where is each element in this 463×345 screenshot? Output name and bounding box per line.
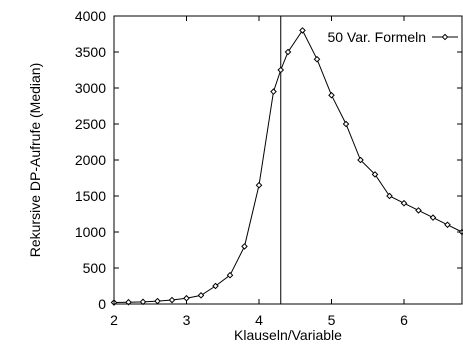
data-point bbox=[284, 48, 292, 56]
y-tick-label: 3000 bbox=[75, 80, 106, 96]
series-layer bbox=[110, 27, 463, 306]
data-point bbox=[226, 271, 234, 279]
data-point bbox=[212, 282, 219, 290]
plot-frame bbox=[113, 15, 463, 305]
y-tick-label: 500 bbox=[83, 260, 107, 276]
x-tick-label: 5 bbox=[328, 312, 336, 328]
data-point bbox=[386, 192, 393, 200]
x-tick-label: 4 bbox=[255, 312, 263, 328]
data-point bbox=[270, 88, 277, 95]
y-tick-label: 2000 bbox=[75, 152, 106, 168]
data-point bbox=[400, 199, 408, 207]
y-tick-marks bbox=[114, 15, 462, 305]
data-point bbox=[183, 294, 190, 302]
y-tick-label: 3500 bbox=[75, 44, 106, 60]
y-tick-label: 1000 bbox=[75, 224, 106, 240]
data-point bbox=[313, 55, 321, 63]
legend: 50 Var. Formeln bbox=[327, 29, 458, 45]
y-tick-label: 0 bbox=[98, 296, 106, 312]
y-tick-labels: 0 500 1000 1500 2000 2500 3000 3500 4000 bbox=[75, 8, 106, 312]
data-point bbox=[371, 171, 379, 178]
data-point bbox=[444, 221, 451, 229]
x-tick-label: 2 bbox=[110, 312, 118, 328]
data-point bbox=[154, 297, 161, 305]
data-point bbox=[415, 207, 422, 214]
y-tick-label: 1500 bbox=[75, 188, 106, 204]
data-point bbox=[342, 120, 350, 128]
legend-marker bbox=[441, 33, 449, 41]
series-line bbox=[113, 29, 463, 304]
x-tick-labels: 2 3 4 5 6 bbox=[110, 312, 408, 328]
y-tick-label: 2500 bbox=[75, 116, 106, 132]
x-axis-label: Klauseln/Variable bbox=[234, 327, 342, 343]
data-point bbox=[241, 243, 248, 250]
data-point bbox=[429, 214, 437, 221]
data-point bbox=[168, 296, 176, 304]
data-point bbox=[197, 292, 205, 299]
data-point bbox=[277, 66, 285, 74]
data-point bbox=[299, 27, 306, 34]
x-tick-label: 3 bbox=[183, 312, 191, 328]
data-point bbox=[357, 156, 364, 164]
y-axis-label: Rekursive DP-Aufrufe (Median) bbox=[27, 63, 43, 258]
y-tick-label: 4000 bbox=[75, 8, 106, 24]
data-point bbox=[255, 181, 263, 189]
data-point bbox=[328, 91, 335, 99]
x-tick-label: 6 bbox=[400, 312, 408, 328]
legend-label: 50 Var. Formeln bbox=[327, 29, 426, 45]
